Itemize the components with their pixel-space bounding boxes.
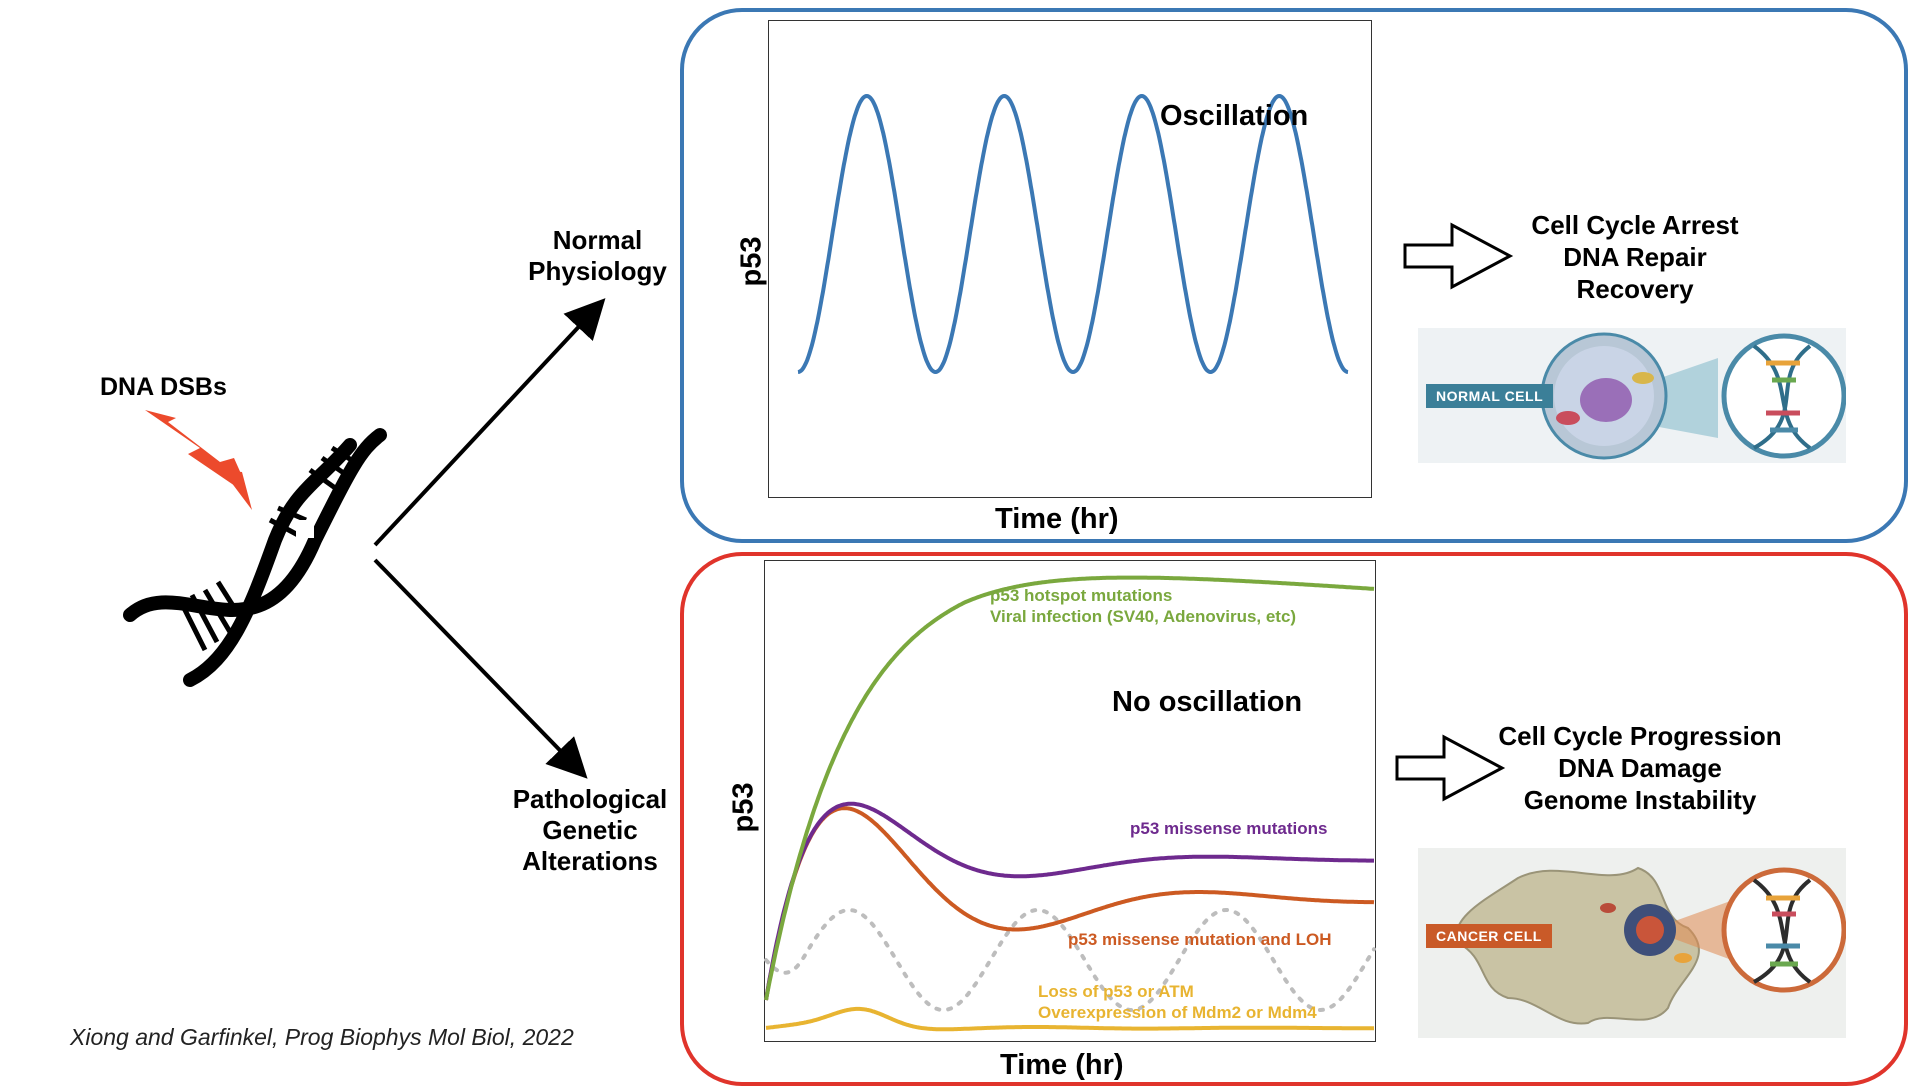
path-outcomes: Cell Cycle Progression DNA Damage Genome…: [1498, 721, 1782, 815]
label-loss: Loss of p53 or ATM Overexpression of Mdm…: [1038, 982, 1317, 1022]
oscillation-plot-frame: [768, 20, 1372, 498]
path-outcome-arrow-icon: [1395, 734, 1506, 802]
branch-label-normal: Normal Physiology: [528, 225, 667, 286]
branch-label-pathological: Pathological Genetic Alterations: [512, 784, 668, 876]
lightning-bolt-icon: [145, 410, 242, 488]
arrow-to-normal: [373, 298, 606, 547]
dotted-reference-curve: [764, 908, 1376, 1012]
normal-outcomes: Cell Cycle Arrest DNA Repair Recovery: [1531, 210, 1739, 304]
normal-y-axis-label: p53: [735, 236, 768, 287]
label-missense: p53 missense mutations: [1130, 819, 1328, 838]
loss-curve: [765, 1006, 1374, 1032]
oscillation-title: Oscillation: [1160, 100, 1309, 132]
arrow-to-pathological: [373, 558, 588, 779]
label-loh: p53 missense mutation and LOH: [1068, 930, 1332, 949]
no-oscillation-curves: [764, 575, 1376, 1032]
dna-damage-illustration: [123, 410, 387, 687]
normal-x-axis-label: Time (hr): [995, 503, 1119, 535]
missense-curve: [764, 801, 1374, 1001]
normal-cell-illustration: NORMAL CELL: [1418, 328, 1847, 463]
no-oscillation-title: No oscillation: [1112, 686, 1303, 718]
branch-arrows: [373, 298, 606, 779]
cancer-cell-illustration: CANCER CELL: [1418, 848, 1847, 1038]
label-hotspot: p53 hotspot mutations Viral infection (S…: [990, 586, 1297, 626]
oscillation-curve: [797, 93, 1349, 375]
path-y-axis-label: p53: [727, 782, 760, 833]
loh-curve: [764, 806, 1375, 1001]
citation: Xiong and Garfinkel, Prog Biophys Mol Bi…: [70, 1024, 574, 1050]
path-x-axis-label: Time (hr): [1000, 1049, 1124, 1081]
normal-cell-badge: NORMAL CELL: [1426, 384, 1554, 408]
dna-dsbs-label: DNA DSBs: [100, 373, 227, 401]
cancer-cell-badge: CANCER CELL: [1426, 924, 1552, 948]
normal-outcome-arrow-icon: [1403, 222, 1514, 290]
hotspot-curve: [764, 575, 1375, 1001]
